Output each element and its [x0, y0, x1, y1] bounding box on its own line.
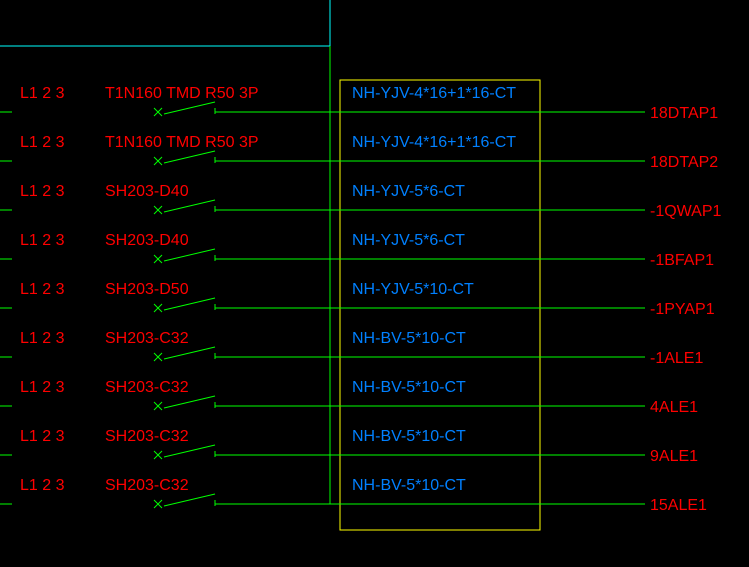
switch-arm — [164, 249, 215, 261]
destination-label: -1ALE1 — [650, 350, 703, 367]
phase-label: L1 2 3 — [20, 428, 65, 445]
cable-label: NH-BV-5*10-CT — [352, 379, 466, 396]
breaker-label: SH203-D50 — [105, 281, 189, 298]
breaker-label: SH203-C32 — [105, 379, 189, 396]
switch-arm — [164, 396, 215, 408]
switch-arm — [164, 445, 215, 457]
cable-label: NH-YJV-4*16+1*16-CT — [352, 85, 516, 102]
breaker-label: SH203-C32 — [105, 477, 189, 494]
phase-label: L1 2 3 — [20, 379, 65, 396]
wiring-diagram: L1 2 3 T1N160 TMD R50 3P NH-YJV-4*16+1*16-… — [0, 0, 749, 567]
cable-label: NH-YJV-4*16+1*16-CT — [352, 134, 516, 151]
cable-label: NH-BV-5*10-CT — [352, 330, 466, 347]
switch-arm — [164, 200, 215, 212]
phase-label: L1 2 3 — [20, 134, 65, 151]
destination-label: -1BFAP1 — [650, 252, 714, 269]
phase-label: L1 2 3 — [20, 232, 65, 249]
switch-arm — [164, 298, 215, 310]
destination-label: 15ALE1 — [650, 497, 707, 514]
destination-label: 9ALE1 — [650, 448, 698, 465]
cable-label: NH-BV-5*10-CT — [352, 428, 466, 445]
destination-label: -1QWAP1 — [650, 203, 722, 220]
cable-label: NH-YJV-5*10-CT — [352, 281, 474, 298]
phase-label: L1 2 3 — [20, 477, 65, 494]
cable-label: NH-YJV-5*6-CT — [352, 232, 465, 249]
switch-arm — [164, 347, 215, 359]
cable-label: NH-YJV-5*6-CT — [352, 183, 465, 200]
breaker-label: T1N160 TMD R50 3P — [105, 134, 259, 151]
phase-label: L1 2 3 — [20, 330, 65, 347]
switch-arm — [164, 494, 215, 506]
destination-label: 18DTAP2 — [650, 154, 718, 171]
breaker-label: SH203-C32 — [105, 330, 189, 347]
breaker-label: SH203-C32 — [105, 428, 189, 445]
breaker-label: SH203-D40 — [105, 232, 189, 249]
switch-arm — [164, 151, 215, 163]
destination-label: 18DTAP1 — [650, 105, 718, 122]
cable-label: NH-BV-5*10-CT — [352, 477, 466, 494]
switch-arm — [164, 102, 215, 114]
breaker-label: SH203-D40 — [105, 183, 189, 200]
phase-label: L1 2 3 — [20, 281, 65, 298]
destination-label: -1PYAP1 — [650, 301, 715, 318]
phase-label: L1 2 3 — [20, 85, 65, 102]
destination-label: 4ALE1 — [650, 399, 698, 416]
breaker-label: T1N160 TMD R50 3P — [105, 85, 259, 102]
phase-label: L1 2 3 — [20, 183, 65, 200]
